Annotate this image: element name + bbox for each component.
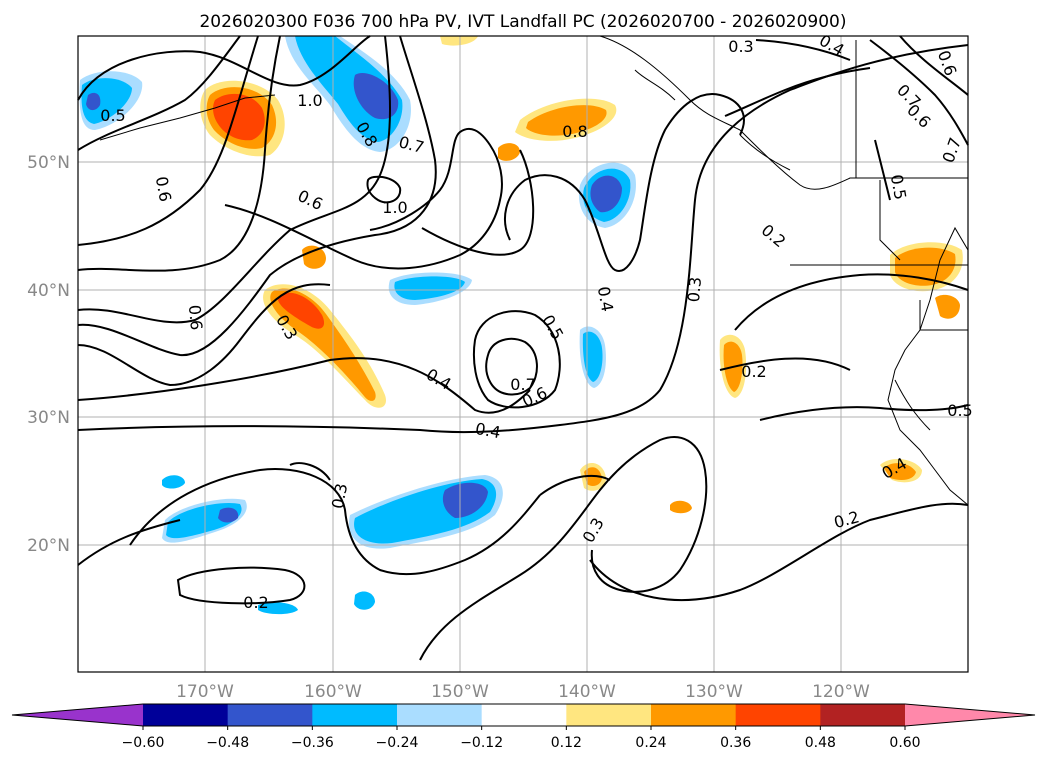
- coastlines: [99, 35, 969, 506]
- contour-label: 1.0: [297, 91, 322, 110]
- colorbar-extend-low: [12, 704, 143, 726]
- contour-label: 0.3: [728, 37, 753, 56]
- colorbar-tick-label: 0.60: [889, 735, 920, 751]
- colorbar-tick-label: −0.12: [460, 735, 503, 751]
- figure-title: 2026020300 F036 700 hPa PV, IVT Landfall…: [199, 12, 846, 32]
- pv-contours: [77, 35, 969, 661]
- colorbar-segment: [735, 704, 821, 726]
- contour-label: 0.4: [474, 419, 502, 442]
- contour-label: 0.5: [947, 401, 972, 420]
- colorbar-segment: [227, 704, 313, 726]
- colorbar-tick-label: 0.36: [720, 735, 751, 751]
- colorbar-tick-label: −0.60: [122, 735, 165, 751]
- contour-label: 0.6: [152, 175, 175, 203]
- negative-anomaly: [354, 591, 375, 610]
- positive-anomaly: [440, 36, 478, 46]
- colorbar-segment: [397, 704, 483, 726]
- latitude-labels: 50°N 40°N 30°N 20°N: [27, 153, 70, 556]
- contour-label: 0.8: [562, 122, 587, 141]
- lon-label: 160°W: [304, 682, 362, 702]
- negative-anomaly: [218, 507, 239, 523]
- contour-label: 0.3: [328, 482, 351, 510]
- lat-label: 40°N: [27, 281, 70, 301]
- negative-anomaly: [394, 276, 465, 300]
- lat-label: 30°N: [27, 408, 70, 428]
- negative-anomaly: [590, 175, 622, 213]
- lat-label: 20°N: [27, 536, 70, 556]
- lat-label: 50°N: [27, 153, 70, 173]
- lon-label: 150°W: [431, 682, 489, 702]
- negative-anomaly: [81, 78, 132, 124]
- colorbar-segment: [481, 704, 567, 726]
- contour-label: 0.5: [887, 173, 910, 201]
- colorbar-segment: [651, 704, 737, 726]
- lon-label: 170°W: [176, 682, 234, 702]
- positive-anomaly: [884, 463, 916, 480]
- colorbar-tick-label: 0.12: [551, 735, 582, 751]
- positive-anomaly: [498, 143, 520, 161]
- positive-anomaly: [302, 245, 326, 269]
- positive-anomaly: [526, 105, 607, 136]
- lon-label: 120°W: [812, 682, 870, 702]
- negative-anomaly: [162, 475, 185, 489]
- negative-anomaly: [258, 602, 298, 615]
- positive-anomaly: [278, 292, 325, 329]
- colorbar-tick-label: −0.48: [206, 735, 249, 751]
- contour-label: 0.7: [510, 375, 535, 394]
- negative-anomaly: [353, 72, 399, 120]
- map-border: [77, 35, 969, 673]
- positive-anomaly: [213, 93, 265, 141]
- contour-label: 0.6: [185, 304, 206, 331]
- contour-label: 0.2: [243, 593, 268, 612]
- colorbar-segment: [566, 704, 652, 726]
- contour-label: 0.4: [594, 285, 617, 313]
- contour-label: 0.2: [741, 362, 766, 381]
- negative-anomaly: [442, 482, 488, 518]
- negative-anomaly: [582, 331, 603, 382]
- lon-label: 140°W: [558, 682, 616, 702]
- colorbar-segment: [143, 704, 229, 726]
- positive-anomaly: [935, 294, 960, 319]
- colorbar: −0.60 −0.48 −0.36 −0.24 −0.12 0.12 0.24 0.36 0.4…: [11, 703, 1036, 751]
- colorbar-extend-high: [905, 704, 1035, 726]
- lon-label: 130°W: [685, 682, 743, 702]
- colorbar-segment: [820, 704, 906, 726]
- contour-label: 1.0: [382, 198, 407, 217]
- contour-label: 0.3: [684, 276, 705, 303]
- colorbar-segment: [312, 704, 398, 726]
- colorbar-tick-label: 0.24: [635, 735, 666, 751]
- positive-anomaly: [670, 500, 692, 514]
- colorbar-tick-label: −0.24: [376, 735, 419, 751]
- contour-label: 0.5: [100, 106, 125, 125]
- longitude-labels: 170°W 160°W 150°W 140°W 130°W 120°W: [176, 682, 870, 702]
- colorbar-tick-label: 0.48: [805, 735, 836, 751]
- colorbar-tick-label: −0.36: [291, 735, 334, 751]
- negative-anomaly: [86, 92, 101, 111]
